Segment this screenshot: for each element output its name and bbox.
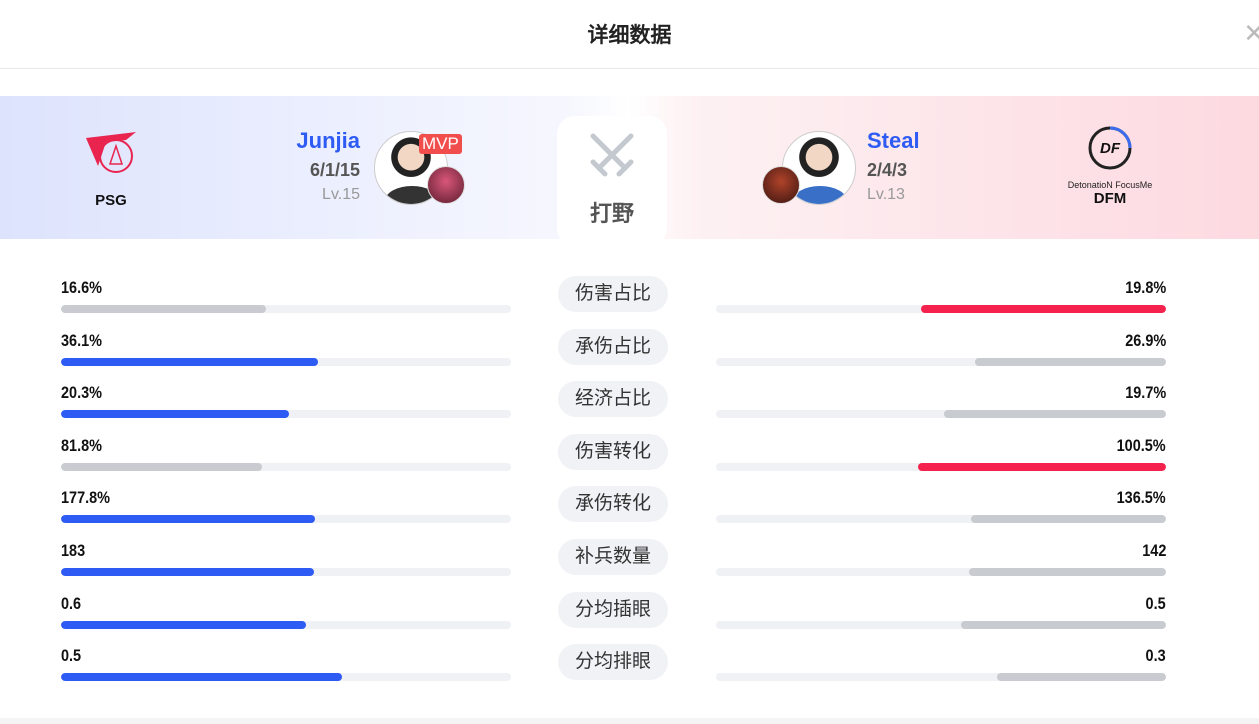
- left-team: PSG: [61, 126, 161, 209]
- left-bar-fill: [61, 620, 306, 629]
- close-icon[interactable]: ✕: [1243, 18, 1259, 48]
- stat-label: 承伤占比: [558, 328, 668, 365]
- left-bar-fill: [61, 462, 263, 471]
- player-name[interactable]: Steal: [867, 128, 920, 153]
- matchup-banner: PSG Junjia 6/1/15 Lv.15 MVP 打野 Steal 2/4…: [0, 96, 1259, 246]
- dialog-title: 详细数据: [587, 24, 672, 47]
- player-kda: 6/1/15: [309, 160, 360, 180]
- mvp-badge: MVP: [419, 134, 462, 154]
- stat-row: 183 补兵数量 142: [0, 539, 1259, 593]
- left-bar-fill: [61, 515, 315, 524]
- right-value: 26.9%: [1125, 330, 1166, 350]
- stat-row: 0.6 分均插眼 0.5: [0, 591, 1259, 646]
- left-bar-fill: [61, 357, 318, 366]
- left-value: 36.1%: [61, 330, 102, 350]
- stat-row: 16.6% 伤害占比 19.8%: [0, 276, 1259, 330]
- left-bar: [61, 515, 511, 524]
- right-bar-fill: [944, 410, 1166, 419]
- left-bar: [61, 620, 511, 629]
- right-bar: [716, 462, 1166, 471]
- role-indicator: 打野: [557, 116, 667, 246]
- team-logo-text: DetonatioN FocusMe: [1067, 180, 1153, 190]
- left-bar: [61, 305, 511, 313]
- right-value: 0.5: [1145, 593, 1166, 613]
- left-value: 0.6: [61, 593, 82, 613]
- stat-label: 承伤转化: [558, 486, 668, 523]
- right-value: 100.5%: [1116, 435, 1166, 455]
- right-bar: [716, 357, 1166, 366]
- right-bar-fill: [971, 515, 1166, 524]
- stat-row: 36.1% 承伤占比 26.9%: [0, 328, 1259, 383]
- left-bar-fill: [61, 410, 290, 419]
- stat-label: 补兵数量: [558, 539, 668, 575]
- stat-row: 81.8% 伤害转化 100.5%: [0, 433, 1259, 488]
- player-name[interactable]: Junjia: [296, 128, 360, 153]
- dfm-logo: DF: [1088, 126, 1132, 170]
- stat-label: 分均排眼: [558, 644, 668, 681]
- right-bar: [716, 305, 1166, 313]
- right-bar-fill: [921, 305, 1166, 313]
- player-kda: 2/4/3: [867, 160, 908, 180]
- left-bar-fill: [61, 568, 314, 576]
- right-bar-fill: [968, 568, 1166, 576]
- right-bar: [716, 568, 1166, 576]
- right-bar-fill: [960, 620, 1166, 629]
- left-value: 0.5: [61, 646, 82, 666]
- left-value: 20.3%: [61, 383, 102, 403]
- left-value: 16.6%: [61, 278, 102, 297]
- team-name: DFM: [1093, 190, 1127, 207]
- right-bar-fill: [996, 673, 1166, 682]
- right-value: 0.3: [1145, 646, 1166, 666]
- stat-label: 伤害占比: [558, 276, 668, 312]
- champion-icon: [762, 166, 800, 204]
- player-level: Lv.13: [867, 186, 905, 203]
- stat-row: 0.5 分均排眼 0.3: [0, 644, 1259, 698]
- stat-label: 伤害转化: [558, 433, 668, 470]
- right-bar-fill: [975, 357, 1166, 366]
- stat-row: 177.8% 承伤转化 136.5%: [0, 486, 1259, 540]
- left-bar: [61, 462, 511, 471]
- left-bar: [61, 673, 511, 682]
- psg-logo: [86, 132, 136, 173]
- right-bar: [716, 673, 1166, 682]
- role-label: 打野: [589, 201, 634, 226]
- right-bar: [716, 620, 1166, 629]
- svg-text:DF: DF: [1100, 140, 1121, 157]
- left-value: 183: [61, 541, 86, 560]
- right-value: 19.7%: [1125, 383, 1166, 403]
- right-value: 19.8%: [1125, 278, 1166, 297]
- left-bar: [61, 357, 511, 366]
- crossed-swords-icon: [590, 133, 634, 177]
- left-bar-fill: [61, 673, 342, 682]
- right-bar: [716, 515, 1166, 524]
- right-team: DF DetonatioN FocusMe DFM: [1060, 124, 1160, 207]
- player-level: Lv.15: [322, 186, 360, 203]
- stat-row: 20.3% 经济占比 19.7%: [0, 381, 1259, 435]
- right-bar: [716, 410, 1166, 419]
- left-value: 81.8%: [61, 435, 102, 455]
- left-bar-fill: [61, 305, 267, 313]
- right-value: 136.5%: [1116, 488, 1166, 508]
- stat-label: 经济占比: [558, 381, 668, 418]
- left-bar: [61, 568, 511, 576]
- stat-label: 分均插眼: [558, 591, 668, 628]
- right-value: 142: [1141, 541, 1166, 560]
- champion-icon: [427, 166, 465, 204]
- dialog-header: 详细数据 ✕: [0, 0, 1259, 69]
- team-name: PSG: [95, 192, 127, 209]
- right-bar-fill: [918, 462, 1166, 471]
- left-bar: [61, 410, 511, 419]
- footer-divider: [0, 718, 1259, 724]
- left-value: 177.8%: [61, 488, 111, 508]
